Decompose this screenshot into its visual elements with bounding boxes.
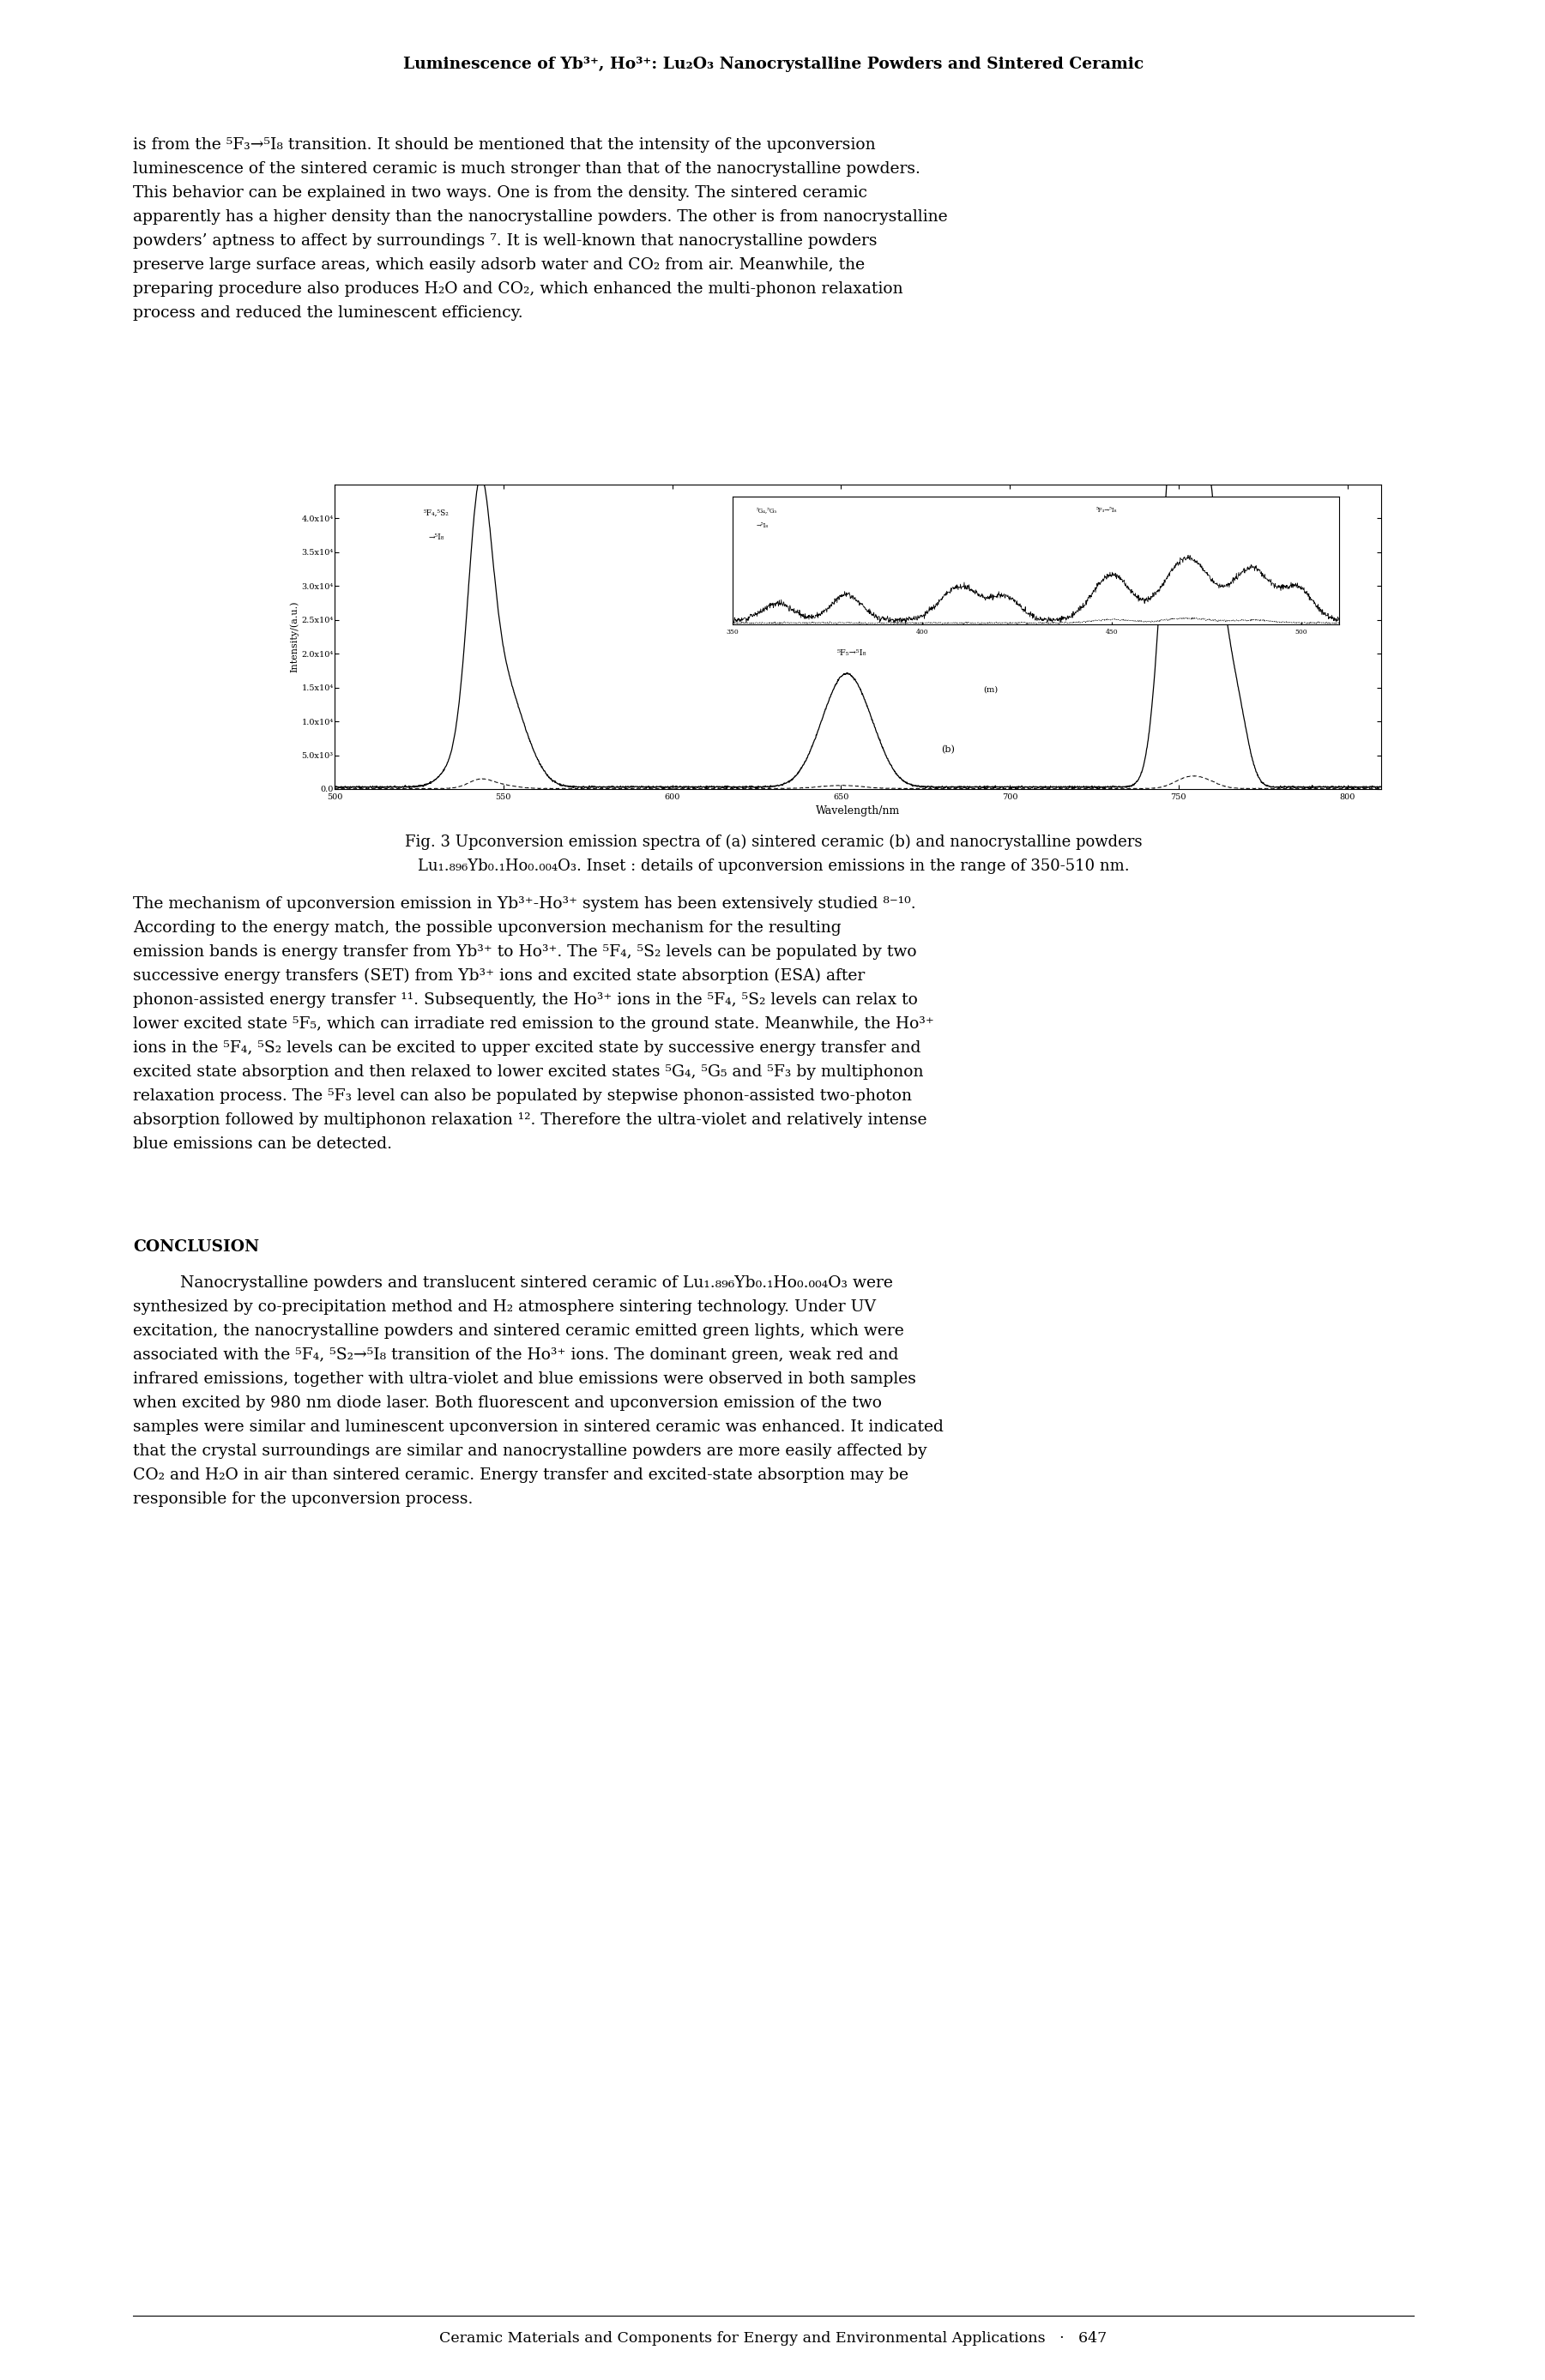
- Text: ⁵F₄,⁵S₂: ⁵F₄,⁵S₂: [423, 509, 450, 516]
- Text: that the crystal surroundings are similar and nanocrystalline powders are more e: that the crystal surroundings are simila…: [133, 1442, 927, 1459]
- Text: absorption followed by multiphonon relaxation ¹². Therefore the ultra-violet and: absorption followed by multiphonon relax…: [133, 1111, 927, 1128]
- Y-axis label: Intensity/(a.u.): Intensity/(a.u.): [290, 602, 300, 674]
- Text: luminescence of the sintered ceramic is much stronger than that of the nanocryst: luminescence of the sintered ceramic is …: [133, 162, 921, 176]
- Text: (m): (m): [984, 685, 998, 693]
- Text: responsible for the upconversion process.: responsible for the upconversion process…: [133, 1492, 473, 1507]
- Text: This behavior can be explained in two ways. One is from the density. The sintere: This behavior can be explained in two wa…: [133, 186, 867, 200]
- Text: (b): (b): [941, 745, 955, 754]
- Text: excitation, the nanocrystalline powders and sintered ceramic emitted green light: excitation, the nanocrystalline powders …: [133, 1323, 904, 1340]
- Text: ⁵F₅→⁵I₈: ⁵F₅→⁵I₈: [837, 650, 867, 657]
- Text: Nanocrystalline powders and translucent sintered ceramic of Lu₁.₈₉₆Yb₀.₁Ho₀.₀₀₄O: Nanocrystalline powders and translucent …: [181, 1276, 893, 1290]
- Text: Fig. 3 Upconversion emission spectra of (a) sintered ceramic (b) and nanocrystal: Fig. 3 Upconversion emission spectra of …: [405, 835, 1142, 850]
- Text: successive energy transfers (SET) from Yb³⁺ ions and excited state absorption (E: successive energy transfers (SET) from Y…: [133, 969, 865, 983]
- Text: excited state absorption and then relaxed to lower excited states ⁵G₄, ⁵G₅ and ⁵: excited state absorption and then relaxe…: [133, 1064, 924, 1081]
- Text: powders’ aptness to affect by surroundings ⁷. It is well-known that nanocrystall: powders’ aptness to affect by surroundin…: [133, 233, 878, 250]
- Text: Lu₁.₈₉₆Yb₀.₁Ho₀.₀₀₄O₃. Inset : details of upconversion emissions in the range of: Lu₁.₈₉₆Yb₀.₁Ho₀.₀₀₄O₃. Inset : details o…: [417, 859, 1129, 873]
- Text: ⁵F₃,⁵S₂: ⁵F₃,⁵S₂: [1211, 569, 1238, 578]
- X-axis label: Wavelength/nm: Wavelength/nm: [816, 807, 901, 816]
- Text: CONCLUSION: CONCLUSION: [133, 1240, 260, 1254]
- Text: The mechanism of upconversion emission in Yb³⁺-Ho³⁺ system has been extensively : The mechanism of upconversion emission i…: [133, 897, 916, 912]
- Text: Luminescence of Yb³⁺, Ho³⁺: Lu₂O₃ Nanocrystalline Powders and Sintered Ceramic: Luminescence of Yb³⁺, Ho³⁺: Lu₂O₃ Nanocr…: [403, 57, 1143, 71]
- Text: infrared emissions, together with ultra-violet and blue emissions were observed : infrared emissions, together with ultra-…: [133, 1371, 916, 1388]
- Text: relaxation process. The ⁵F₃ level can also be populated by stepwise phonon-assis: relaxation process. The ⁵F₃ level can al…: [133, 1088, 912, 1104]
- Text: CO₂ and H₂O in air than sintered ceramic. Energy transfer and excited-state abso: CO₂ and H₂O in air than sintered ceramic…: [133, 1468, 908, 1483]
- Text: is from the ⁵F₃→⁵I₈ transition. It should be mentioned that the intensity of the: is from the ⁵F₃→⁵I₈ transition. It shoul…: [133, 138, 876, 152]
- Text: samples were similar and luminescent upconversion in sintered ceramic was enhanc: samples were similar and luminescent upc…: [133, 1418, 944, 1435]
- Text: preserve large surface areas, which easily adsorb water and CO₂ from air. Meanwh: preserve large surface areas, which easi…: [133, 257, 865, 274]
- Text: →⁵I⁷: →⁵I⁷: [1216, 595, 1231, 602]
- Text: process and reduced the luminescent efficiency.: process and reduced the luminescent effi…: [133, 305, 522, 321]
- Text: preparing procedure also produces H₂O and CO₂, which enhanced the multi-phonon r: preparing procedure also produces H₂O an…: [133, 281, 902, 298]
- Text: According to the energy match, the possible upconversion mechanism for the resul: According to the energy match, the possi…: [133, 921, 840, 935]
- Text: phonon-assisted energy transfer ¹¹. Subsequently, the Ho³⁺ ions in the ⁵F₄, ⁵S₂ : phonon-assisted energy transfer ¹¹. Subs…: [133, 992, 918, 1007]
- Text: when excited by 980 nm diode laser. Both fluorescent and upconversion emission o: when excited by 980 nm diode laser. Both…: [133, 1395, 882, 1411]
- Text: apparently has a higher density than the nanocrystalline powders. The other is f: apparently has a higher density than the…: [133, 209, 947, 224]
- Text: associated with the ⁵F₄, ⁵S₂→⁵I₈ transition of the Ho³⁺ ions. The dominant green: associated with the ⁵F₄, ⁵S₂→⁵I₈ transit…: [133, 1347, 899, 1364]
- Text: blue emissions can be detected.: blue emissions can be detected.: [133, 1135, 392, 1152]
- Text: synthesized by co-precipitation method and H₂ atmosphere sintering technology. U: synthesized by co-precipitation method a…: [133, 1299, 876, 1314]
- Text: lower excited state ⁵F₅, which can irradiate red emission to the ground state. M: lower excited state ⁵F₅, which can irrad…: [133, 1016, 935, 1033]
- Text: ions in the ⁵F₄, ⁵S₂ levels can be excited to upper excited state by successive : ions in the ⁵F₄, ⁵S₂ levels can be excit…: [133, 1040, 921, 1057]
- Text: →⁵I₈: →⁵I₈: [428, 533, 443, 540]
- Text: emission bands is energy transfer from Yb³⁺ to Ho³⁺. The ⁵F₄, ⁵S₂ levels can be : emission bands is energy transfer from Y…: [133, 945, 916, 959]
- Text: Ceramic Materials and Components for Energy and Environmental Applications   ·  : Ceramic Materials and Components for Ene…: [439, 2330, 1108, 2347]
